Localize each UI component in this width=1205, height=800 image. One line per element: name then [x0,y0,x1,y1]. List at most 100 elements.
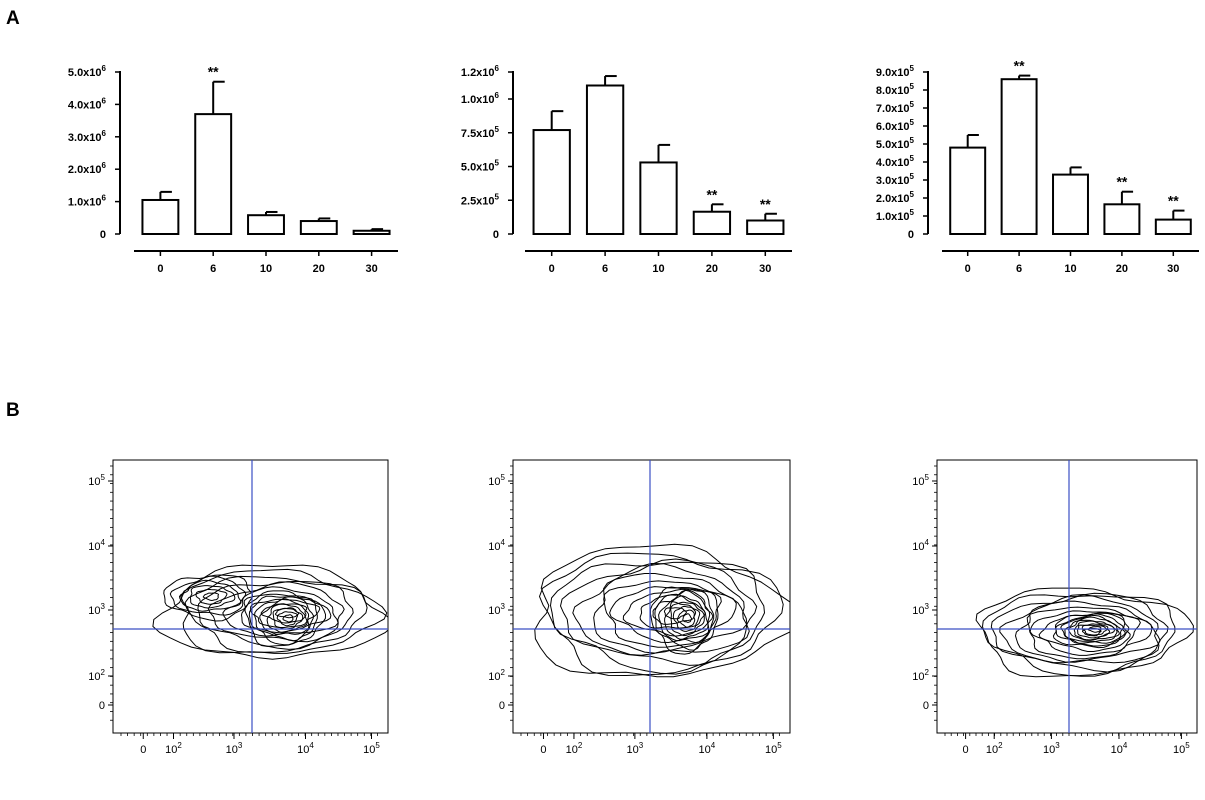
contour-line [975,587,1194,678]
contour-line [1014,600,1161,663]
contour-line [549,561,766,675]
contour-group [975,587,1194,678]
y-tick-label: 6.0x105 [876,118,915,133]
contour-line [195,588,228,605]
contour-line [652,600,697,625]
y-tick-label: 4.0x106 [68,96,107,111]
y-tick-label: 1.0x106 [68,194,107,209]
contour-line [664,595,709,640]
y-tick-label: 105 [912,473,929,488]
contour-line [184,575,368,653]
x-tick-label: 30 [759,263,771,275]
contour-line [272,607,304,630]
y-tick-label: 103 [488,602,505,617]
x-tick-label: 10 [1064,263,1076,275]
contour-line [163,574,254,622]
x-tick-label: 104 [297,741,314,756]
y-tick-label: 1.0x105 [876,208,915,223]
y-tick-label: 0 [923,700,929,712]
contour-line [260,603,308,624]
y-tick-label: 102 [488,668,505,683]
contour-line [534,543,790,678]
contour-line [622,588,714,637]
x-tick-label: 0 [963,744,969,756]
significance-mark: ** [208,64,219,80]
y-tick-label: 9.0x105 [876,64,915,79]
y-tick-label: 102 [912,668,929,683]
y-tick-label: 7.0x105 [876,100,915,115]
contour-line [999,593,1160,664]
flow-plot-1: 0 102 103 104 105 0 102 103 104 105 [88,459,389,756]
contour-line [676,609,696,628]
x-tick-label: 6 [1016,263,1022,275]
contour-line [240,593,332,634]
bar [1052,173,1089,236]
y-tick-label: 103 [912,602,929,617]
y-tick-label: 2.0x105 [876,190,915,205]
bar-chart-t3: 0 1.0x105 2.0x105 3.0x105 4.0x105 5.0x105 6.0x… [876,58,1199,275]
x-tick-label: 6 [602,263,608,275]
x-tick-label: 102 [986,741,1003,756]
bar [299,220,338,235]
x-tick-label: 104 [1111,741,1128,756]
contour-line [559,558,758,666]
y-tick-label: 0 [493,229,499,241]
y-tick-label: 8.0x105 [876,82,915,97]
y-tick-label: 104 [488,538,505,553]
y-tick-label: 5.0x105 [461,159,500,174]
contour-line [1038,612,1131,652]
y-tick-label: 104 [88,538,105,553]
contour-line [572,562,750,656]
x-tick-label: 0 [140,744,146,756]
contour-line [202,592,220,602]
contour-line [274,607,300,619]
significance-mark: ** [760,196,771,212]
y-tick-label: 2.5x105 [461,192,500,207]
bar-charts: 0 1.0x106 2.0x106 3.0x106 4.0x106 5.0x106 0 ** 6… [68,58,1199,275]
contour-line [282,614,294,623]
y-tick-label: 0 [499,700,505,712]
x-tick-label: 105 [1173,741,1190,756]
contour-line [152,564,388,660]
flow-plot-2: 0 102 103 104 105 0 102 103 104 105 [488,459,791,756]
contour-line [178,579,242,612]
plot-frame [512,459,791,734]
bar-chart-t1: 0 1.0x106 2.0x106 3.0x106 4.0x106 5.0x106 0 ** 6… [68,64,398,275]
y-tick-label: 102 [88,668,105,683]
x-tick-label: 10 [260,263,272,275]
x-tick-label: 20 [313,263,325,275]
contour-line [259,598,310,635]
x-tick-label: 0 [540,744,546,756]
bar [194,113,233,235]
x-tick-label: 6 [210,263,216,275]
x-tick-label: 103 [226,741,243,756]
y-tick-label: 105 [88,473,105,488]
y-tick-label: 1.2x106 [461,64,500,79]
y-tick-label: 103 [88,602,105,617]
contour-line [169,575,247,616]
contour-line [254,596,315,642]
contour-line [609,586,722,644]
x-tick-label: 105 [765,741,782,756]
y-tick-label: 2.0x106 [68,161,107,176]
flow-plots: 0 102 103 104 105 0 102 103 104 105 0 102 103 104 105 0… [88,459,1198,756]
y-tick-label: 0 [100,229,106,241]
bar [746,219,785,235]
y-tick-label: 0 [99,700,105,712]
y-tick-label: 104 [912,538,929,553]
x-tick-label: 0 [157,263,163,275]
y-tick-label: 5.0x105 [876,136,915,151]
contour-line [1073,624,1111,641]
bar [141,198,180,235]
bar [639,161,678,235]
y-tick-label: 105 [488,473,505,488]
x-tick-label: 0 [965,263,971,275]
panel-a-letter: A [6,8,20,29]
x-tick-label: 10 [652,263,664,275]
contour-line [654,588,715,651]
bar [585,84,625,235]
contour-line [1064,619,1118,644]
contour-line [658,589,711,644]
y-tick-label: 4.0x105 [876,154,915,169]
x-tick-label: 102 [165,741,182,756]
